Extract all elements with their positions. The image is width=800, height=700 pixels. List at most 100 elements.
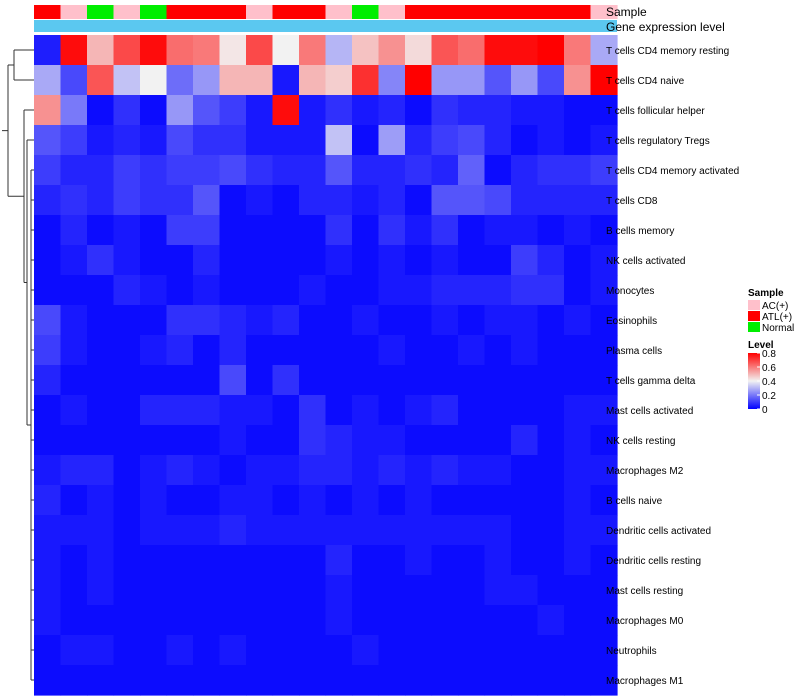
heatmap-cell <box>405 665 433 696</box>
heatmap-cell <box>166 155 194 186</box>
heatmap-cell <box>378 275 406 306</box>
heatmap-cell <box>564 125 592 156</box>
heatmap-cell <box>511 185 539 216</box>
heatmap-cell <box>140 395 168 426</box>
heatmap-cell <box>564 335 592 366</box>
heatmap-cell <box>325 455 353 486</box>
row-label: T cells gamma delta <box>606 376 696 387</box>
heatmap-cell <box>272 515 300 546</box>
heatmap-cell <box>193 395 221 426</box>
heatmap-cell <box>458 185 486 216</box>
sample-annotation-cell <box>564 5 592 19</box>
heatmap-cell <box>511 155 539 186</box>
heatmap-cell <box>87 425 115 456</box>
heatmap-cell <box>60 365 88 396</box>
heatmap-cell <box>325 275 353 306</box>
heatmap-cell <box>537 95 565 126</box>
heatmap-cell <box>113 605 141 636</box>
heatmap-cell <box>193 425 221 456</box>
heatmap-cell <box>352 155 380 186</box>
heatmap-cell <box>458 215 486 246</box>
heatmap-cell <box>272 65 300 96</box>
heatmap-cell <box>34 155 62 186</box>
heatmap-cell <box>193 545 221 576</box>
heatmap-cell <box>511 545 539 576</box>
heatmap-cell <box>113 305 141 336</box>
heatmap-cell <box>352 275 380 306</box>
row-label: NK cells resting <box>606 436 675 447</box>
heatmap-cell <box>537 305 565 336</box>
heatmap-cell <box>352 455 380 486</box>
heatmap-cell <box>140 215 168 246</box>
heatmap-cell <box>352 35 380 66</box>
heatmap-cell <box>405 275 433 306</box>
heatmap-cell <box>140 635 168 666</box>
sample-legend-key <box>748 300 760 310</box>
heatmap-cell <box>352 605 380 636</box>
heatmap-cell <box>219 575 247 606</box>
heatmap-cell <box>60 155 88 186</box>
heatmap-cell <box>484 215 512 246</box>
heatmap-cell <box>458 545 486 576</box>
heatmap-cell <box>431 575 459 606</box>
heatmap-cell <box>431 515 459 546</box>
annotation-bars <box>34 5 618 32</box>
heatmap-cell <box>166 305 194 336</box>
heatmap-cell <box>87 395 115 426</box>
heatmap-cell <box>484 605 512 636</box>
heatmap-cell <box>272 545 300 576</box>
heatmap-cell <box>34 365 62 396</box>
row-label: NK cells activated <box>606 256 685 267</box>
heatmap-cell <box>537 125 565 156</box>
heatmap-cell <box>590 275 618 306</box>
heatmap-cell <box>246 155 274 186</box>
heatmap-cell <box>590 95 618 126</box>
level-tick-label: 0.8 <box>762 349 776 360</box>
heatmap-cell <box>113 215 141 246</box>
heatmap-cell <box>113 545 141 576</box>
heatmap-cell <box>193 275 221 306</box>
row-label: T cells CD4 naive <box>606 76 685 87</box>
heatmap-cell <box>113 575 141 606</box>
heatmap-cell <box>511 305 539 336</box>
heatmap-cell <box>564 395 592 426</box>
heatmap-cell <box>166 95 194 126</box>
level-legend-title: Level <box>748 340 774 351</box>
heatmap-cell <box>352 635 380 666</box>
sample-annotation-cell <box>193 5 221 19</box>
heatmap-cell <box>246 515 274 546</box>
sample-annotation-cell <box>458 5 486 19</box>
heatmap-cell <box>140 425 168 456</box>
heatmap-cell <box>193 245 221 276</box>
sample-annotation-cell <box>34 5 62 19</box>
heatmap-cell <box>511 455 539 486</box>
heatmap-cell <box>113 515 141 546</box>
heatmap-cell <box>299 455 327 486</box>
heatmap-cell <box>325 245 353 276</box>
heatmap-cell <box>113 125 141 156</box>
heatmap-cell <box>34 215 62 246</box>
heatmap-cell <box>34 305 62 336</box>
heatmap-cell <box>405 545 433 576</box>
heatmap-cell <box>564 515 592 546</box>
heatmap-cell <box>378 605 406 636</box>
heatmap-cell <box>325 545 353 576</box>
sample-annotation-cell <box>140 5 168 19</box>
heatmap-cell <box>352 125 380 156</box>
heatmap-cell <box>431 365 459 396</box>
heatmap-cell <box>537 545 565 576</box>
heatmap-cell <box>60 575 88 606</box>
heatmap-cell <box>378 125 406 156</box>
heatmap-cell <box>458 275 486 306</box>
heatmap-cell <box>405 485 433 516</box>
heatmap-cell <box>325 605 353 636</box>
heatmap-cell <box>564 95 592 126</box>
level-legend: Level 0 0.2 0.4 0.6 0.8 <box>748 340 776 416</box>
heatmap-cell <box>113 35 141 66</box>
heatmap-cell <box>166 275 194 306</box>
heatmap-cell <box>299 335 327 366</box>
heatmap-cell <box>272 425 300 456</box>
heatmap-cell <box>484 35 512 66</box>
heatmap-cell <box>378 215 406 246</box>
heatmap-cell <box>325 95 353 126</box>
